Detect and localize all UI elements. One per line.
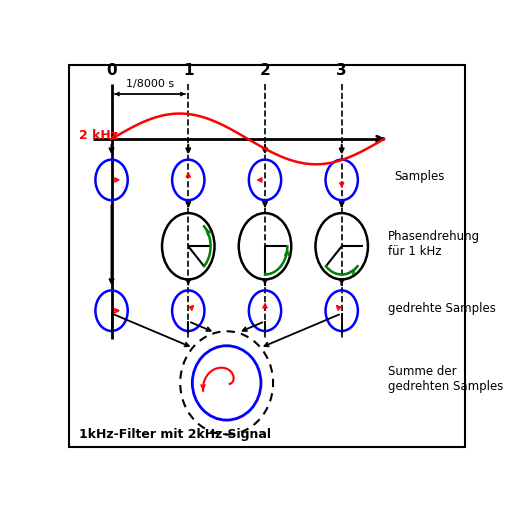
Text: gedrehte Samples: gedrehte Samples: [388, 302, 496, 315]
Text: 1: 1: [183, 63, 193, 79]
Text: 2 kHz: 2 kHz: [79, 129, 118, 142]
Text: 2: 2: [259, 63, 270, 79]
Text: Samples: Samples: [394, 169, 444, 183]
Text: 0: 0: [106, 63, 117, 79]
Text: 1/8000 s: 1/8000 s: [126, 79, 174, 89]
Text: 1kHz-Filter mit 2kHz-Signal: 1kHz-Filter mit 2kHz-Signal: [79, 428, 271, 442]
Text: 3: 3: [337, 63, 347, 79]
Text: Phasendrehung
für 1 kHz: Phasendrehung für 1 kHz: [388, 230, 480, 259]
Text: Summe der
gedrehten Samples: Summe der gedrehten Samples: [388, 365, 503, 393]
